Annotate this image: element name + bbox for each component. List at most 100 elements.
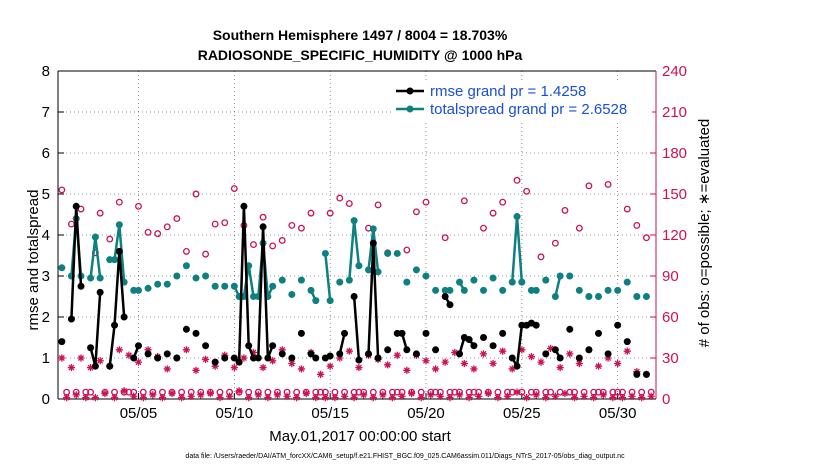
y-left-tick-label: 6 [42,145,50,162]
obs-evaluated-point [336,354,344,362]
obs-evaluated-point [201,355,210,363]
obs-possible-point [163,223,171,231]
rmse-point [77,282,85,290]
y-left-tick-label: 1 [42,350,50,367]
totalspread-point [211,282,219,290]
obs-evaluated-point [187,392,195,400]
obs-evaluated-point [350,394,358,402]
obs-possible-point [96,209,104,217]
obs-evaluated-point [604,354,612,362]
rmse-point [163,350,171,358]
totalspread-point [542,276,550,284]
rmse-point [623,338,631,346]
rmse-point [456,350,464,358]
totalspread-point [355,262,363,270]
rmse-point [182,325,190,333]
totalspread-point [288,290,296,298]
rmse-point [350,293,358,300]
obs-evaluated-point [326,362,334,370]
totalspread-point [403,278,411,286]
rmse-point [245,342,253,350]
obs-evaluated-point [417,394,425,402]
obs-evaluated-point [316,370,325,378]
obs-possible-point [575,224,583,232]
rmse-point [221,354,229,362]
rmse-point [288,354,296,362]
obs-evaluated-point [297,365,306,373]
legend-spread-marker [406,105,414,113]
obs-evaluated-point [134,358,143,366]
rmse-point [575,354,583,362]
rmse-point [446,301,454,309]
rmse-point [307,350,315,358]
obs-evaluated-point [240,354,248,362]
totalspread-point [130,286,138,294]
rmse-point [518,321,526,329]
obs-possible-point [374,201,382,209]
rmse-point [72,202,80,210]
rmse-point [551,346,559,354]
x-tick-label: 05/25 [503,405,541,422]
rmse-point [230,354,238,362]
rmse-point [595,329,602,337]
rmse-point [489,342,497,350]
obs-evaluated-point [575,359,583,368]
totalspread-point [556,272,564,280]
obs-evaluated-point [149,391,157,399]
obs-possible-point [551,239,559,247]
obs-possible-point [561,206,569,214]
obs-possible-point [250,241,257,249]
totalspread-point [350,217,358,225]
rmse-point [441,293,449,300]
totalspread-point [278,276,286,284]
obs-evaluated-point [82,394,90,402]
obs-evaluated-point [403,366,411,374]
obs-evaluated-point [168,389,176,398]
totalspread-point [604,286,612,294]
obs-evaluated-point [518,346,526,354]
obs-evaluated-point [245,394,253,402]
obs-possible-point [307,209,315,217]
rmse-point [341,329,349,337]
totalspread-point [633,293,641,300]
obs-evaluated-point [101,389,109,398]
rmse-point [374,354,382,362]
totalspread-point [614,286,622,294]
rmse-line [352,296,361,361]
obs-evaluated-point [388,394,397,402]
totalspread-point [345,276,353,284]
rmse-point [604,350,612,358]
obs-evaluated-point [523,394,531,402]
totalspread-point [135,286,142,294]
obs-evaluated-point [163,365,171,373]
rmse-point [173,354,181,362]
obs-evaluated-point [182,346,191,354]
totalspread-point [374,268,382,276]
rmse-point [154,354,162,362]
totalspread-point [432,286,440,294]
obs-evaluated-point [115,346,123,354]
legend-rmse-label: rmse grand pr = 1.4258 [430,83,586,100]
rmse-point [115,247,123,255]
obs-evaluated-point [110,394,119,402]
obs-evaluated-point [455,391,464,399]
totalspread-point [642,293,650,300]
x-tick-label: 05/30 [599,405,637,422]
totalspread-point [365,266,372,274]
obs-evaluated-point [264,394,272,402]
obs-evaluated-point [546,344,555,353]
obs-possible-point [192,190,200,198]
totalspread-point [393,249,401,257]
rmse-point [465,336,473,344]
rmse-point [633,370,641,378]
obs-evaluated-point [566,350,574,358]
obs-possible-point [173,215,181,223]
rmse-point [556,354,564,362]
obs-evaluated-point [647,392,655,400]
totalspread-point [250,293,257,300]
obs-possible-point [422,198,430,206]
totalspread-point [623,278,631,286]
rmse-point [326,352,334,360]
obs-possible-point [336,194,344,202]
